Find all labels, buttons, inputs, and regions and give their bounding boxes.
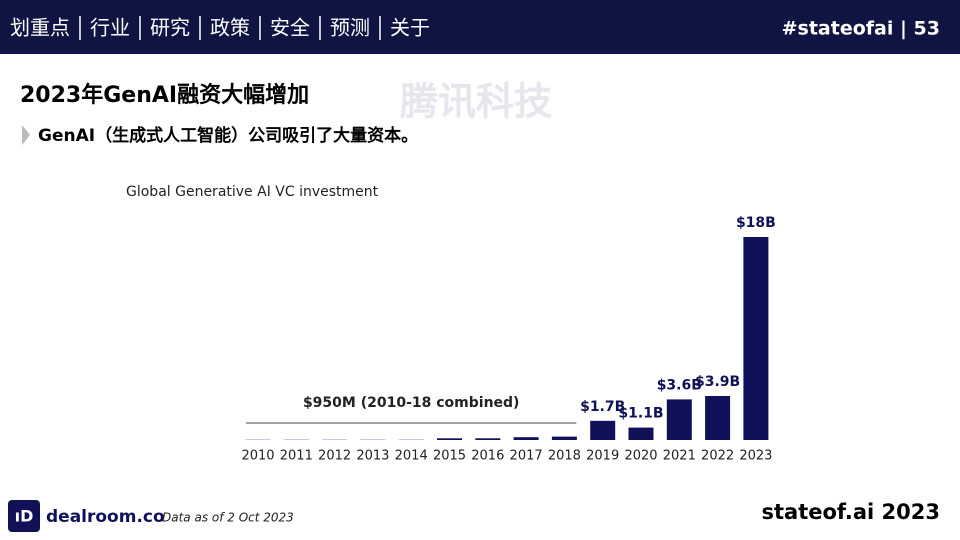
bar <box>628 427 654 440</box>
x-tick-label: 2010 <box>241 449 274 464</box>
header-bar <box>0 0 960 54</box>
x-tick-label: 2018 <box>548 449 581 464</box>
x-tick-label: 2012 <box>318 449 351 464</box>
x-tick-label: 2022 <box>701 449 734 464</box>
chart: 2010 2011 2012 2013 2014 2015 2016 2017 2018 2019… <box>241 215 775 464</box>
bar <box>475 438 501 440</box>
nav-item: 行业 <box>90 16 130 40</box>
x-tick-label: 2023 <box>739 449 772 464</box>
value-label: $1.7B <box>580 399 625 415</box>
bar <box>590 420 616 440</box>
data-note: Data as of 2 Oct 2023 <box>162 511 294 525</box>
nav-item: 研究 <box>150 16 190 40</box>
brand: stateof.ai 2023 <box>761 500 940 524</box>
x-tick-label: 2014 <box>395 449 428 464</box>
value-label: $3.9B <box>695 374 740 390</box>
watermark: 腾讯科技 <box>400 80 552 124</box>
heading: 2023年GenAI融资大幅增加 <box>20 82 309 108</box>
nav-item: 划重点 <box>10 16 70 40</box>
nav-item: 关于 <box>390 16 430 40</box>
annotation: $950M (2010-18 combined) <box>303 395 520 411</box>
x-tick-label: 2015 <box>433 449 466 464</box>
nav: 划重点 行业 研究 政策 安全 预测 关于 <box>10 16 430 40</box>
bar <box>705 396 731 440</box>
slide-tag: #stateofai | 53 <box>782 18 940 40</box>
source: dealroom.co <box>46 507 165 527</box>
nav-item: 政策 <box>210 16 250 40</box>
x-tick-label: 2020 <box>624 449 657 464</box>
x-tick-label: 2021 <box>663 449 696 464</box>
bar <box>743 237 769 440</box>
value-label: $3.6B <box>657 377 702 393</box>
bullet-arrow <box>22 125 30 145</box>
x-tick-label: 2011 <box>280 449 313 464</box>
nav-item: 安全 <box>270 16 310 40</box>
chart-title: Global Generative AI VC investment <box>126 184 379 200</box>
value-label: $1.1B <box>618 406 663 422</box>
dealroom-logo <box>8 500 40 532</box>
x-tick-label: 2019 <box>586 449 619 464</box>
x-tick-label: 2016 <box>471 449 504 464</box>
x-tick-label: 2017 <box>510 449 543 464</box>
bar <box>437 438 462 440</box>
nav-item: 预测 <box>330 16 370 40</box>
bar <box>551 436 577 440</box>
x-tick-label: 2013 <box>356 449 389 464</box>
logo-glyph: ıD <box>15 507 34 526</box>
value-label: $18B <box>736 215 776 231</box>
bar <box>666 399 692 440</box>
bar <box>513 437 539 440</box>
bullet-text: GenAI（生成式人工智能）公司吸引了大量资本。 <box>38 125 418 146</box>
